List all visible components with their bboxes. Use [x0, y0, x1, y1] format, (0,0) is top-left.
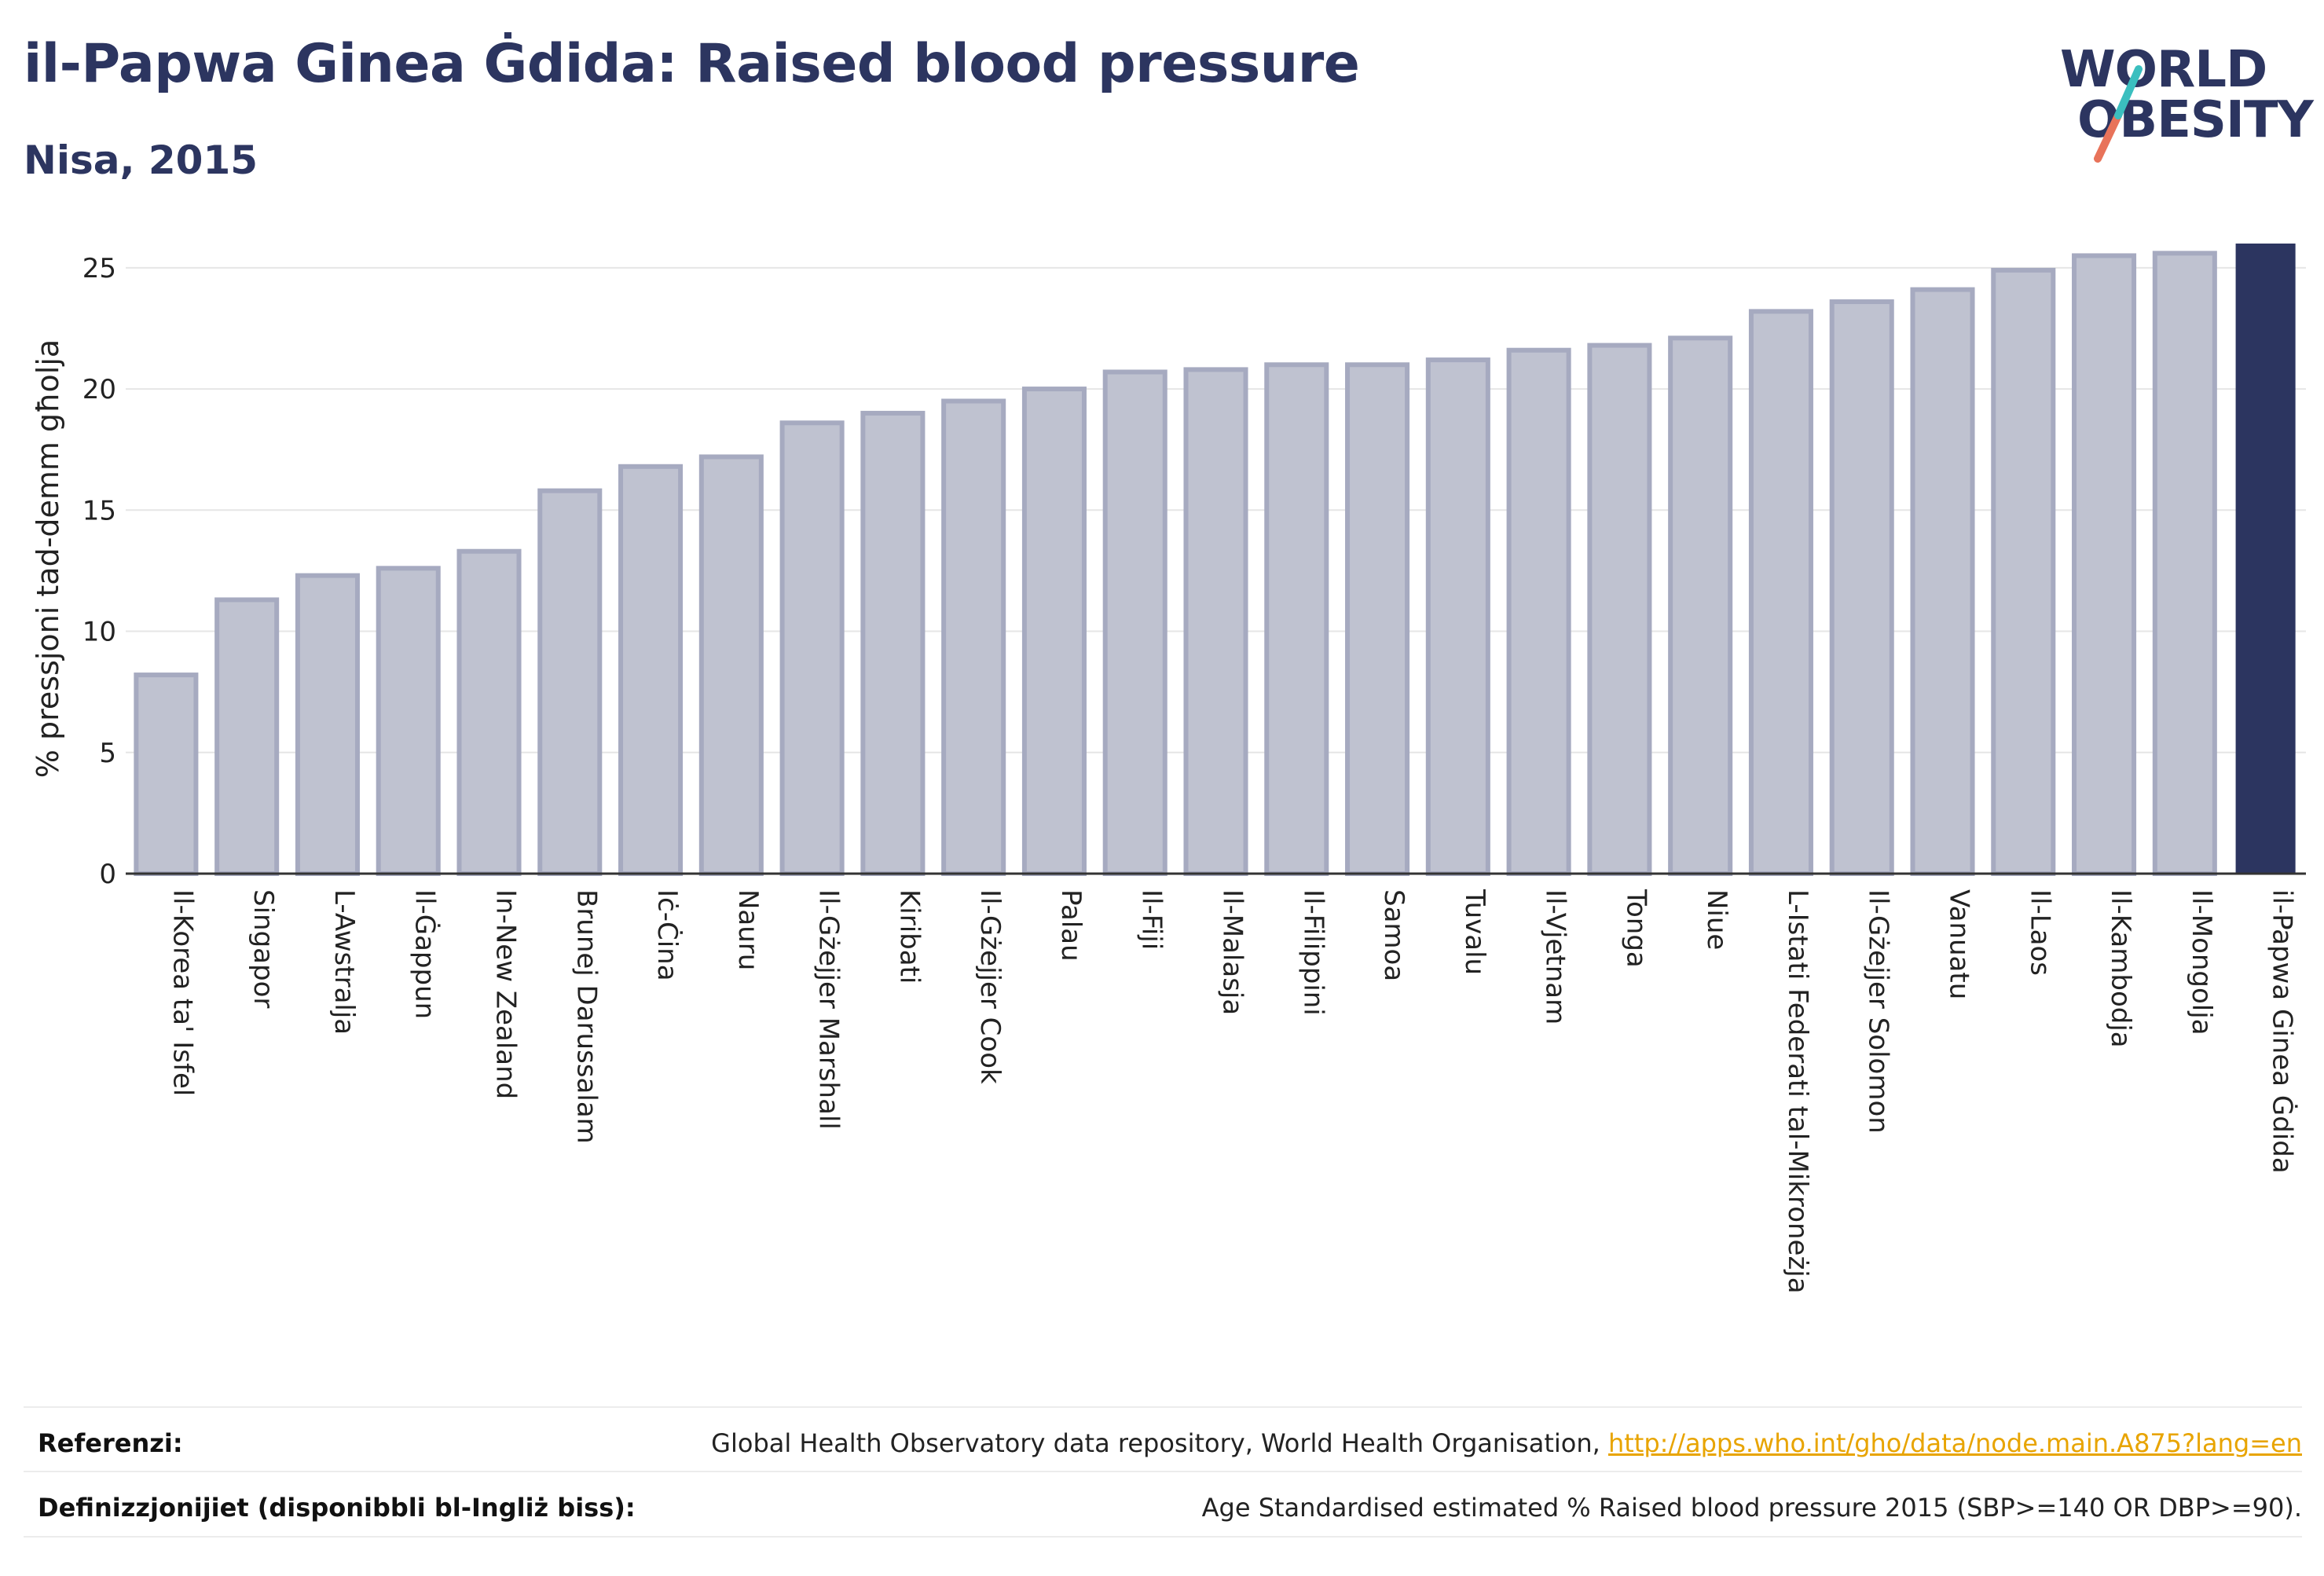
bar — [456, 548, 522, 876]
logo-line-1: WORLD — [2060, 41, 2267, 99]
definitions-row: Definizzjonijiet (disponibbli bl-Ingliż … — [24, 1493, 2302, 1527]
x-tick-label: Palau — [1055, 889, 1087, 962]
y-tick-label: 15 — [82, 495, 116, 526]
bar — [214, 597, 280, 876]
x-tick-label: In-New Zealand — [490, 889, 522, 1099]
bar — [1102, 369, 1167, 876]
definitions-value: Age Standardised estimated % Raised bloo… — [1201, 1493, 2302, 1523]
x-tick-label: Iċ-Ċina — [651, 889, 684, 981]
x-tick-label: Il-Gżejjer Solomon — [1863, 889, 1894, 1134]
world-obesity-logo: WORLD OBESITY — [2051, 41, 2314, 167]
footer-divider-top — [24, 1406, 2302, 1408]
bar — [1425, 357, 1490, 876]
bar — [1668, 335, 1733, 876]
bar — [1021, 387, 1087, 877]
x-tick-label: Singapor — [247, 889, 279, 1008]
x-tick-label: Kiribati — [893, 889, 925, 984]
x-tick-label: Il-Gżejjer Cook — [974, 889, 1006, 1084]
bar — [1748, 309, 1813, 877]
bar — [698, 454, 764, 876]
chart-title: il-Papwa Ginea Ġdida: Raised blood press… — [24, 33, 1360, 95]
bar — [2152, 251, 2217, 877]
bar — [1506, 347, 1571, 876]
y-tick-label: 10 — [82, 617, 116, 648]
bar — [134, 673, 199, 876]
references-link[interactable]: http://apps.who.int/gho/data/node.main.A… — [1607, 1428, 2302, 1458]
y-tick-label: 0 — [99, 859, 116, 890]
x-tick-label: Il-Malasja — [1217, 889, 1248, 1015]
bar — [1829, 299, 1894, 876]
x-tick-label: Il-Vjetnam — [1540, 889, 1571, 1024]
references-row: Referenzi: Global Health Observatory dat… — [24, 1428, 2302, 1463]
bar — [537, 488, 603, 877]
x-tick-label: Tonga — [1620, 889, 1651, 968]
x-tick-label: Samoa — [1378, 889, 1409, 981]
bar — [779, 420, 845, 876]
bar — [2235, 244, 2296, 874]
bar-chart: 0 5 10 15 20 25 Il-Korea ta' Isfel Singapor L-Aw… — [31, 244, 2306, 1294]
bar — [618, 464, 684, 876]
bar — [1587, 343, 1652, 876]
x-tick-label: Brunej Darussalam — [570, 889, 602, 1144]
definitions-label: Definizzjonijiet (disponibbli bl-Ingliż … — [38, 1493, 636, 1523]
bar — [1991, 267, 2056, 876]
bar — [295, 573, 360, 876]
x-tick-label: il-Papwa Ginea Ġdida — [2267, 889, 2299, 1174]
x-tick-label: L-Istati Federati tal-Mikroneżja — [1782, 889, 1813, 1294]
y-axis-label: % pressjoni tad-demm għolja — [31, 339, 65, 778]
references-text: Global Health Observatory data repositor… — [711, 1428, 1600, 1458]
y-tick-label: 20 — [82, 374, 116, 405]
x-tick-label: Il-Mongolja — [2186, 889, 2217, 1035]
bar — [860, 410, 926, 876]
references-label: Referenzi: — [38, 1428, 183, 1458]
x-tick-label: Il-Filippini — [1297, 889, 1329, 1016]
bar — [941, 398, 1006, 876]
footer-divider-bottom — [24, 1536, 2302, 1538]
bar — [376, 566, 441, 876]
references-value: Global Health Observatory data repositor… — [711, 1428, 2302, 1458]
x-tick-label: Il-Fiji — [1136, 889, 1167, 950]
y-tick-label: 25 — [82, 253, 116, 284]
x-tick-label: Il-Ġappun — [409, 889, 442, 1019]
x-tick-label: Tuvalu — [1459, 889, 1490, 975]
x-tick-label: L-Awstralja — [328, 889, 360, 1035]
x-tick-label: Il-Kambodja — [2105, 889, 2136, 1048]
footer-divider-middle — [24, 1471, 2302, 1472]
bar — [1345, 362, 1410, 876]
y-tick-label: 5 — [99, 738, 116, 769]
x-tick-label: Vanuatu — [1944, 889, 1975, 999]
x-tick-label: Il-Korea ta' Isfel — [167, 889, 198, 1096]
chart-subtitle: Nisa, 2015 — [24, 137, 258, 183]
x-tick-label: Niue — [1701, 889, 1732, 950]
x-tick-label: Il-Laos — [2024, 889, 2055, 976]
bar — [2072, 253, 2137, 876]
logo-slash-icon — [2094, 65, 2143, 163]
bar — [1264, 362, 1329, 876]
bar — [1910, 287, 1975, 877]
bar — [1183, 367, 1248, 876]
x-tick-label: Nauru — [732, 889, 764, 970]
x-tick-label: Il-Gżejjer Marshall — [813, 889, 845, 1130]
